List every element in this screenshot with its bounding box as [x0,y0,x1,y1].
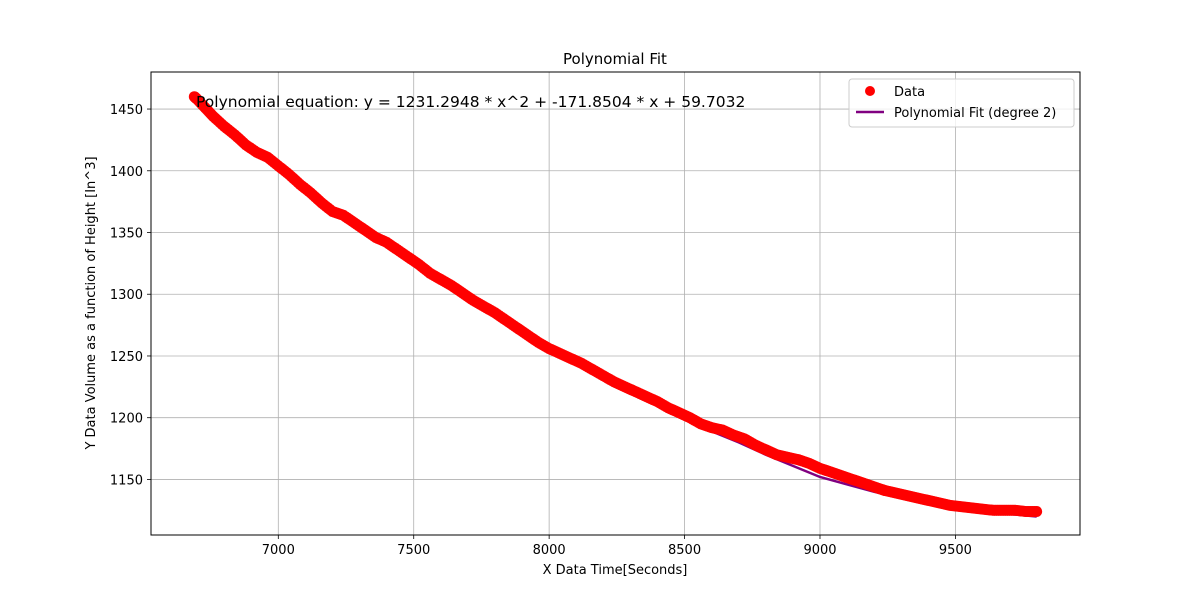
y-axis-ticks: 1150 1200 1250 1300 1350 1400 1450 [110,103,151,488]
y-axis-label: Y Data Volume as a function of Height [I… [84,156,99,450]
y-tick-label: 1300 [110,288,143,303]
x-axis-ticks: 7000 7500 8000 8500 9000 9500 [262,535,972,558]
y-tick-label: 1400 [110,165,143,180]
x-axis-label: X Data Time[Seconds] [543,563,688,578]
legend-box [848,78,1075,128]
plot-area-frame [150,71,1081,536]
y-tick-label: 1200 [110,412,143,427]
x-tick-label: 9000 [803,543,836,558]
x-tick-label: 7000 [262,543,295,558]
y-tick-label: 1150 [110,473,143,488]
x-tick-label: 9500 [939,543,972,558]
y-tick-label: 1250 [110,350,143,365]
x-tick-label: 8500 [668,543,701,558]
fit-line [193,95,1037,518]
legend-label-fit: Polynomial Fit (degree 2) [894,106,1056,121]
data-point [1031,506,1043,518]
y-tick-label: 1350 [110,227,143,242]
legend: Data Polynomial Fit (degree 2) [848,78,1075,128]
y-tick-label: 1450 [110,103,143,118]
equation-annotation: Polynomial equation: y = 1231.2948 * x^2… [196,93,745,111]
grid-lines [151,72,1080,535]
x-tick-label: 7500 [397,543,430,558]
legend-label-data: Data [894,85,925,100]
x-tick-label: 8000 [533,543,566,558]
chart-title: Polynomial Fit [563,50,667,68]
legend-marker-data [865,86,875,96]
fit-line-layer [193,95,1037,518]
data-points-layer [188,91,1043,518]
